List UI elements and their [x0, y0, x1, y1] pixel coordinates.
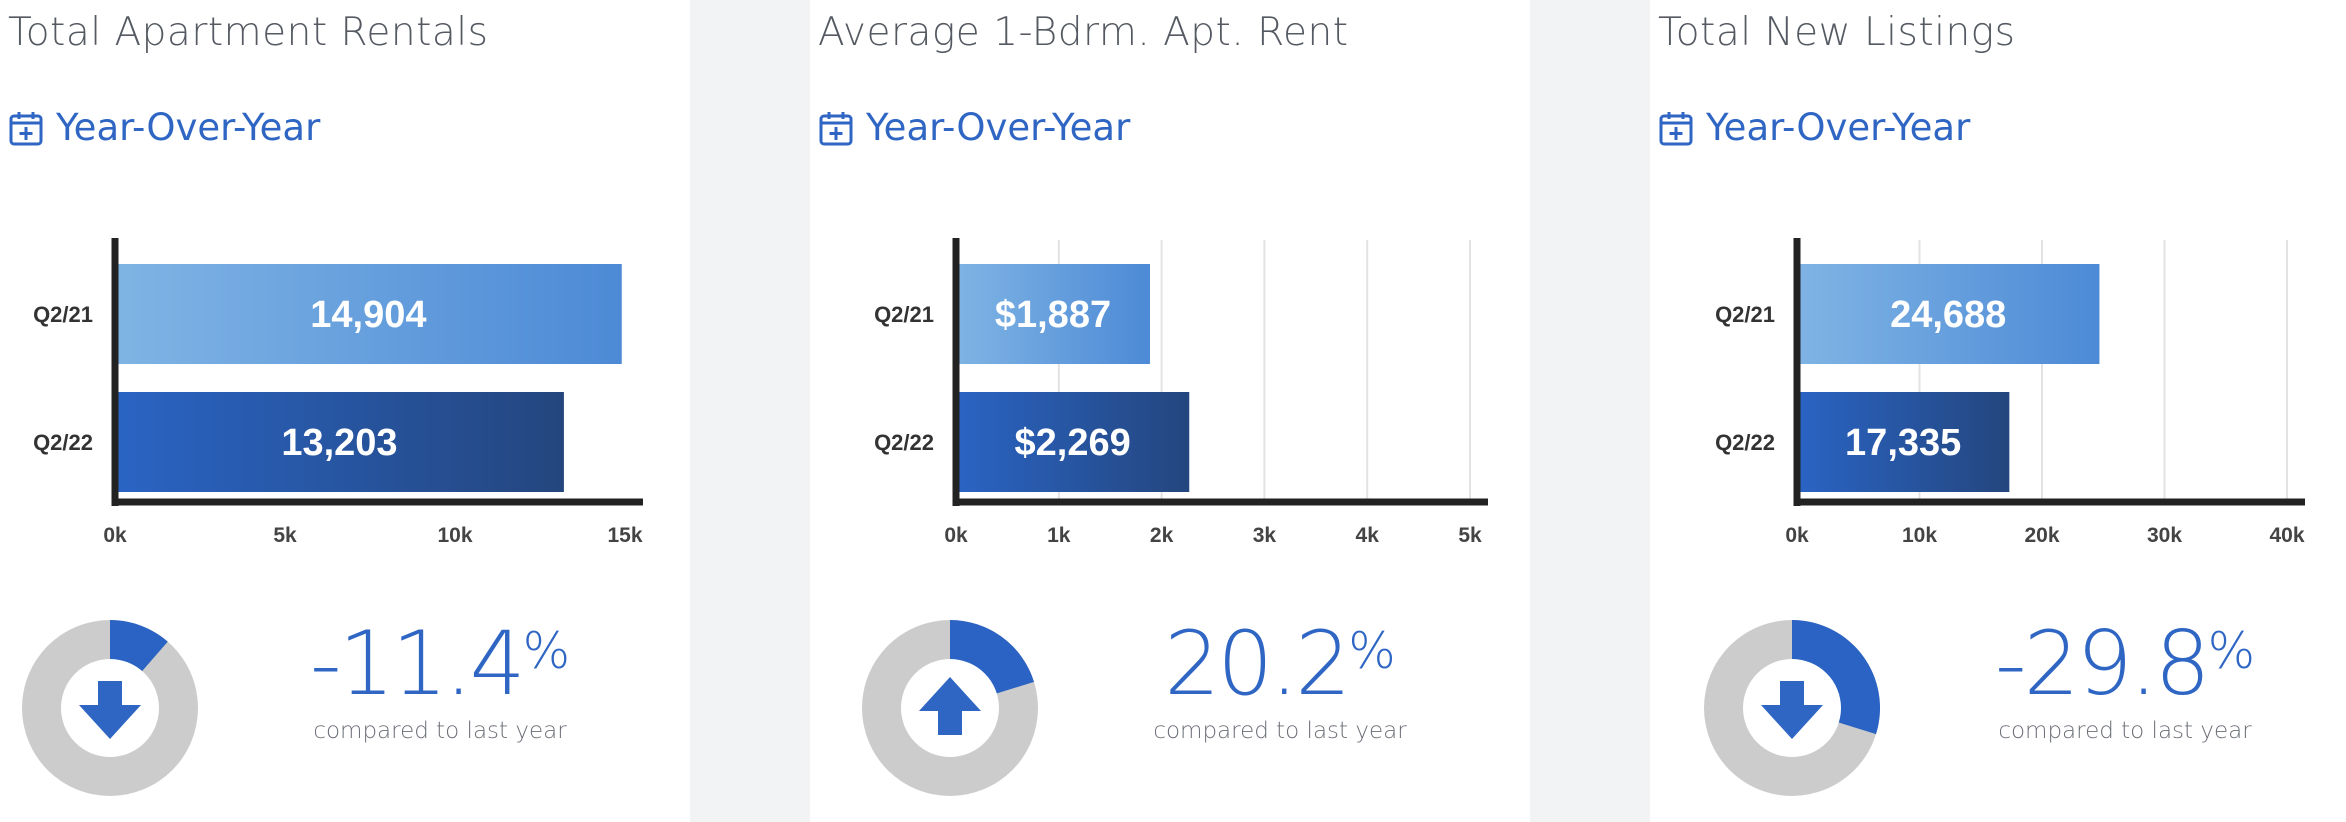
- change-caption: compared to last year: [1153, 718, 1407, 744]
- x-tick-label: 5k: [1458, 524, 1482, 547]
- change-donut: [862, 620, 1038, 796]
- category-label: Q2/22: [33, 430, 93, 455]
- category-label: Q2/22: [1715, 430, 1775, 455]
- x-tick-label: 5k: [273, 524, 297, 547]
- data-label: 24,688: [1890, 294, 2006, 336]
- x-tick-label: 30k: [2147, 524, 2182, 547]
- change-donut: [22, 620, 198, 796]
- period-selector[interactable]: Year-Over-Year: [8, 106, 320, 149]
- bar-chart: $1,887 Q2/21 $2,269 Q2/22 0k 1k 2k 3k 4k 5k: [874, 238, 1488, 547]
- change-caption: compared to last year: [1998, 718, 2252, 744]
- calendar-plus-icon: [819, 111, 853, 145]
- panel-total-apartment-rentals: Total Apartment Rentals Year-Over-Year 1…: [0, 0, 690, 822]
- data-label: $1,887: [995, 294, 1111, 336]
- bar-chart: 24,688 Q2/21 17,335 Q2/22 0k 10k 20k 30k 40k: [1715, 238, 2305, 547]
- x-tick-label: 0k: [103, 524, 127, 547]
- period-selector[interactable]: Year-Over-Year: [1658, 106, 1970, 149]
- category-label: Q2/22: [874, 430, 934, 455]
- change-donut: [1704, 620, 1880, 796]
- data-label: 17,335: [1845, 422, 1961, 464]
- period-selector[interactable]: Year-Over-Year: [818, 106, 1130, 149]
- panel-title: Average 1-Bdrm. Apt. Rent: [818, 10, 1349, 55]
- change-summary: -29.8% compared to last year: [1980, 612, 2270, 745]
- bar-q2-22[interactable]: [115, 392, 564, 492]
- period-label: Year-Over-Year: [866, 106, 1131, 149]
- x-tick-label: 0k: [1785, 524, 1809, 547]
- category-label: Q2/21: [874, 302, 934, 327]
- x-tick-label: 10k: [437, 524, 472, 547]
- bar-q2-21[interactable]: [115, 264, 622, 364]
- change-percent: -11.4%: [309, 612, 571, 715]
- arrow-down-icon: [79, 681, 141, 739]
- change-summary: 20.2% compared to last year: [1140, 612, 1420, 745]
- x-tick-label: 10k: [1902, 524, 1937, 547]
- panel-total-new-listings: Total New Listings Year-Over-Year 24,688…: [1650, 0, 2346, 822]
- bar-q2-21[interactable]: [956, 264, 1150, 364]
- arrow-up-icon: [919, 677, 981, 735]
- calendar-plus-icon: [1659, 111, 1693, 145]
- x-tick-label: 3k: [1253, 524, 1277, 547]
- panel-title: Total New Listings: [1658, 10, 2016, 55]
- panel-average-rent: Average 1-Bdrm. Apt. Rent Year-Over-Year…: [810, 0, 1530, 822]
- x-tick-label: 20k: [2024, 524, 2059, 547]
- data-label: 13,203: [281, 422, 397, 464]
- bar-q2-22[interactable]: [1797, 392, 2010, 492]
- bar-q2-21[interactable]: [1797, 264, 2100, 364]
- period-label: Year-Over-Year: [1706, 106, 1971, 149]
- bar-q2-22[interactable]: [956, 392, 1190, 492]
- x-tick-label: 2k: [1150, 524, 1174, 547]
- x-tick-label: 1k: [1047, 524, 1071, 547]
- calendar-plus-icon: [9, 111, 43, 145]
- change-summary: -11.4% compared to last year: [300, 612, 580, 745]
- x-tick-label: 0k: [944, 524, 968, 547]
- x-tick-label: 15k: [607, 524, 642, 547]
- bar-chart: 14,904 Q2/21 13,203 Q2/22 0k 5k 10k 15k: [33, 238, 643, 547]
- panel-title: Total Apartment Rentals: [8, 10, 489, 55]
- period-label: Year-Over-Year: [56, 106, 321, 149]
- x-tick-label: 40k: [2269, 524, 2304, 547]
- change-percent: 20.2%: [1164, 612, 1396, 715]
- data-label: $2,269: [1015, 422, 1131, 464]
- category-label: Q2/21: [33, 302, 93, 327]
- x-tick-label: 4k: [1356, 524, 1380, 547]
- change-caption: compared to last year: [313, 718, 567, 744]
- category-label: Q2/21: [1715, 302, 1775, 327]
- change-percent: -29.8%: [1994, 612, 2256, 715]
- arrow-down-icon: [1761, 681, 1823, 739]
- data-label: 14,904: [310, 294, 426, 336]
